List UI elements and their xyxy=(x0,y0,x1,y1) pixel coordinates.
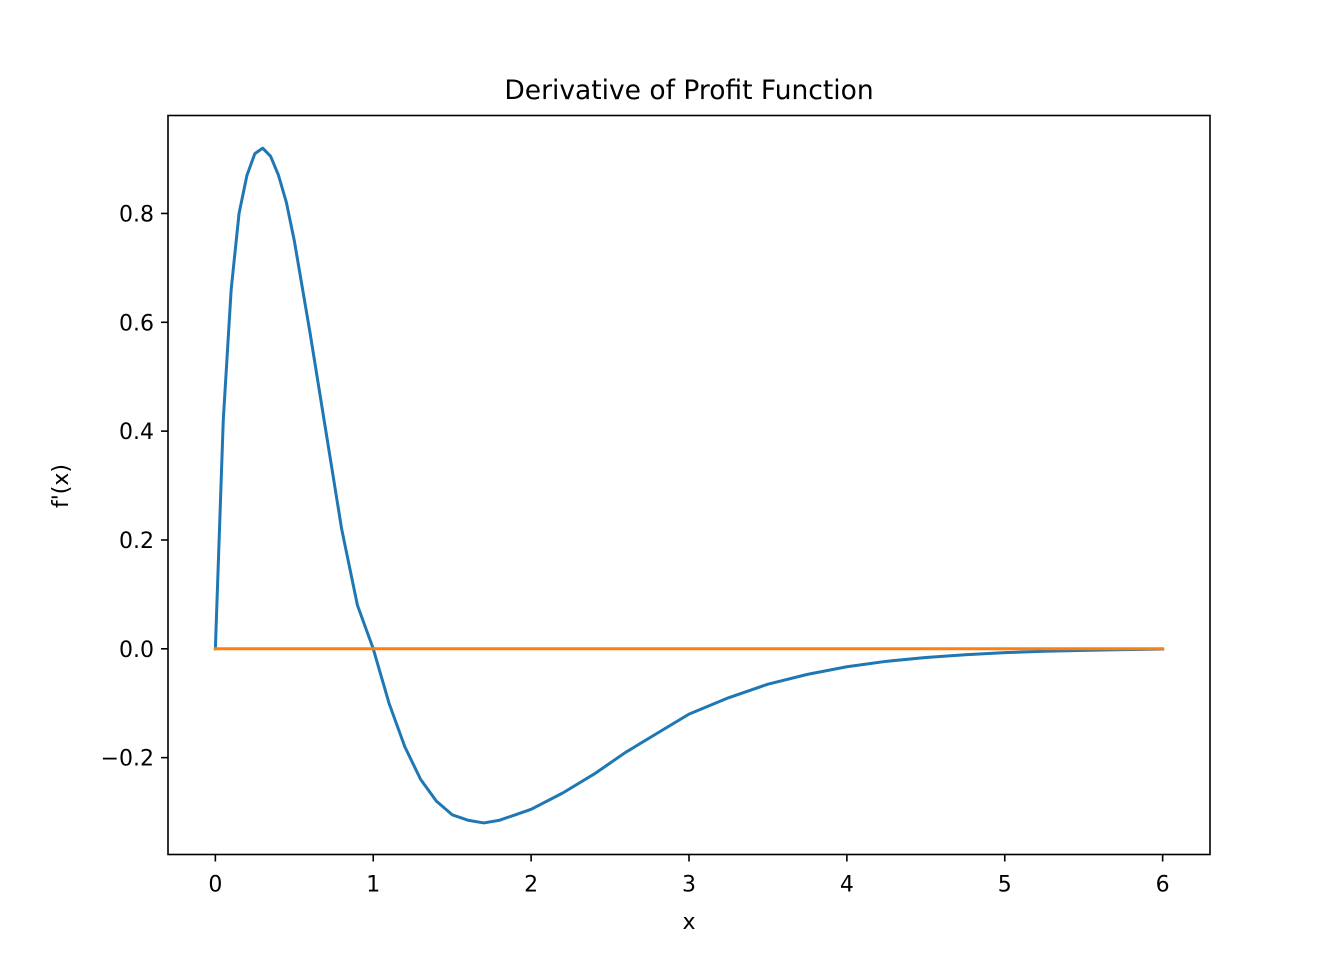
series-line-1 xyxy=(213,146,1165,825)
x-tick-label: 0 xyxy=(208,873,222,898)
x-tick-label: 2 xyxy=(524,873,538,898)
x-tick-label: 4 xyxy=(840,873,854,898)
y-tick-label: 0.6 xyxy=(119,311,154,336)
y-axis-title: f'(x) xyxy=(49,464,74,508)
plot-area xyxy=(213,146,1165,825)
y-axis: −0.2 0.0 0.2 0.4 0.6 0.8 xyxy=(101,202,168,772)
plot-frame xyxy=(167,114,1211,856)
chart-title: Derivative of Profit Function xyxy=(504,75,873,106)
x-tick-label: 5 xyxy=(998,873,1012,898)
y-tick-label: −0.2 xyxy=(101,747,154,772)
x-axis: 0 1 2 3 4 5 6 xyxy=(208,854,1170,898)
x-tick-label: 3 xyxy=(682,873,696,898)
x-axis-title: x xyxy=(682,910,695,935)
x-tick-label: 6 xyxy=(1156,873,1170,898)
y-tick-label: 0.4 xyxy=(119,420,154,445)
y-tick-label: 0.0 xyxy=(119,638,154,663)
y-tick-label: 0.8 xyxy=(119,202,154,227)
y-tick-label: 0.2 xyxy=(119,529,154,554)
x-tick-label: 1 xyxy=(366,873,380,898)
